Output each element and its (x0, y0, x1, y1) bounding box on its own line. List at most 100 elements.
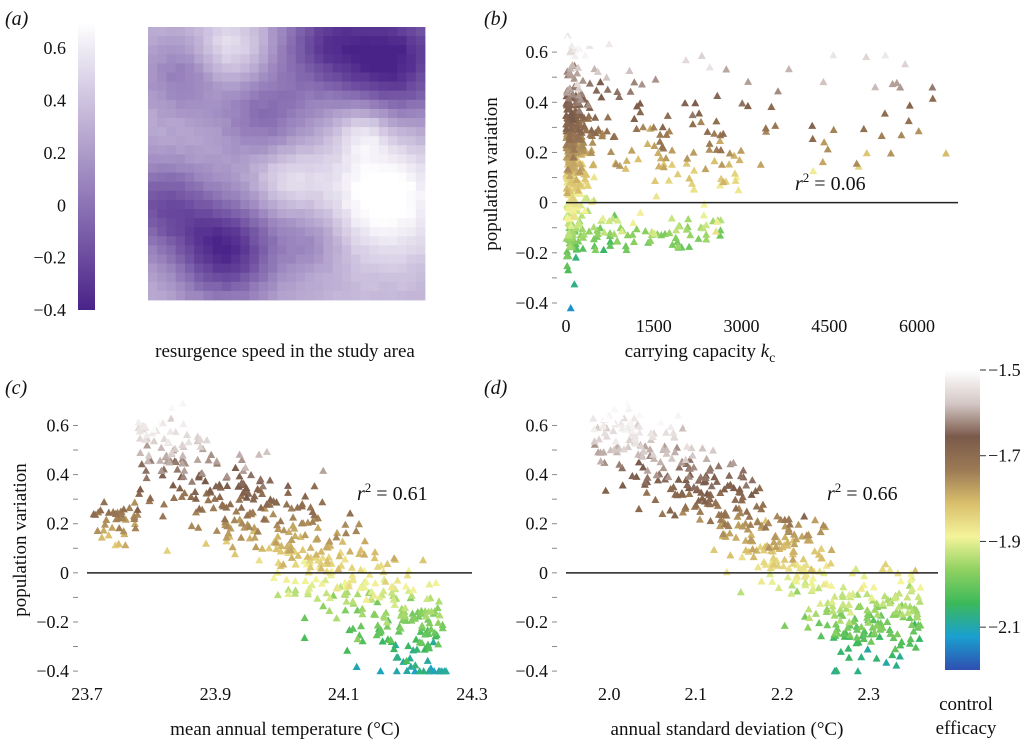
data-point (716, 226, 725, 234)
heatmap-cell (360, 199, 370, 210)
heatmap-cell (295, 263, 306, 274)
heatmap-cell (249, 45, 260, 55)
heatmap-cell (397, 27, 407, 37)
heatmap-cell (378, 72, 389, 82)
data-point (639, 123, 648, 131)
heatmap-cell (378, 127, 389, 137)
data-point (574, 63, 582, 71)
heatmap-cell (323, 190, 334, 201)
data-point (891, 645, 900, 653)
panel-c: (c) population variation −0.4−0.200.20.4… (5, 377, 488, 740)
data-point (691, 99, 700, 107)
heatmap-cell (388, 236, 398, 246)
heatmap-cell (148, 27, 158, 37)
data-point (717, 160, 726, 168)
data-point (360, 583, 369, 591)
data-point (335, 552, 344, 560)
data-point (279, 560, 288, 568)
data-point (574, 125, 583, 133)
data-point (785, 520, 794, 528)
heatmap-cell (351, 36, 361, 46)
heatmap-cell (157, 118, 167, 128)
data-point (713, 217, 722, 225)
heatmap-cell (166, 90, 177, 101)
heatmap-cell (184, 54, 195, 64)
heatmap-cell (341, 36, 352, 46)
heatmap-cell (203, 163, 214, 173)
data-point (581, 174, 589, 182)
heatmap-cell (194, 263, 204, 274)
heatmap-cell (286, 281, 297, 292)
data-point (291, 576, 300, 585)
data-point (211, 482, 220, 490)
data-point (739, 466, 748, 474)
heatmap-cell (277, 81, 287, 92)
data-point (895, 589, 904, 597)
heatmap-cell (148, 90, 158, 101)
heatmap-cell (378, 272, 389, 283)
control-efficacy-colorbar-group: −1.5−1.7−1.9−2.1 control efficacy (936, 360, 1021, 739)
x-tick-label: 23.9 (200, 684, 232, 704)
data-point (872, 599, 881, 607)
heatmap-cell (360, 218, 370, 228)
data-point (600, 429, 609, 437)
data-point (584, 181, 593, 189)
data-point (779, 562, 788, 570)
data-point (284, 585, 293, 593)
y-tick-label: −0.2 (515, 243, 548, 263)
heatmap-cell (258, 27, 269, 37)
data-point (393, 576, 402, 584)
data-point (814, 584, 823, 592)
data-point (187, 492, 196, 500)
data-point (282, 575, 291, 583)
data-point (682, 225, 691, 233)
data-point (434, 640, 443, 648)
heatmap-cell (268, 90, 278, 101)
heatmap-cell (258, 190, 269, 201)
data-point (630, 237, 638, 245)
heatmap-cell (351, 290, 361, 301)
heatmap-cell (415, 27, 426, 37)
heatmap-cell (203, 154, 214, 164)
heatmap-cell (360, 72, 370, 82)
heatmap-cell (369, 99, 380, 110)
heatmap-cell (304, 190, 315, 201)
data-point (197, 399, 206, 407)
data-point (688, 110, 697, 119)
heatmap-cell (295, 81, 306, 92)
heatmap-cell (295, 163, 306, 173)
heatmap-cell (212, 54, 223, 64)
data-point (93, 526, 102, 534)
data-point (901, 601, 910, 609)
heatmap-cell (148, 72, 158, 82)
heatmap-cell (397, 181, 407, 192)
heatmap-cell (231, 72, 241, 82)
data-point (206, 486, 215, 494)
heatmap-cell (268, 199, 278, 210)
heatmap-cell (277, 190, 287, 201)
heatmap-cell (286, 199, 297, 210)
heatmap-cell (240, 281, 250, 292)
data-point (356, 565, 365, 573)
data-point (772, 30, 781, 38)
heatmap-cell (378, 236, 389, 246)
heatmap-cell (203, 136, 214, 146)
data-point (904, 116, 913, 125)
heatmap-cell (323, 199, 334, 210)
data-point (862, 32, 871, 40)
heatmap-cell (258, 245, 269, 255)
data-point (699, 211, 708, 219)
data-point (838, 611, 847, 619)
data-point (686, 231, 695, 239)
heatmap-cell (157, 236, 167, 246)
data-point (736, 471, 745, 480)
data-point (300, 633, 309, 641)
data-point (888, 79, 897, 88)
data-point (872, 621, 881, 629)
heatmap-cell (314, 218, 324, 228)
heatmap-cell (341, 281, 352, 292)
heatmap-cell (268, 127, 278, 137)
heatmap-cell (351, 99, 361, 110)
data-point (239, 488, 248, 496)
heatmap-cell (221, 263, 232, 274)
